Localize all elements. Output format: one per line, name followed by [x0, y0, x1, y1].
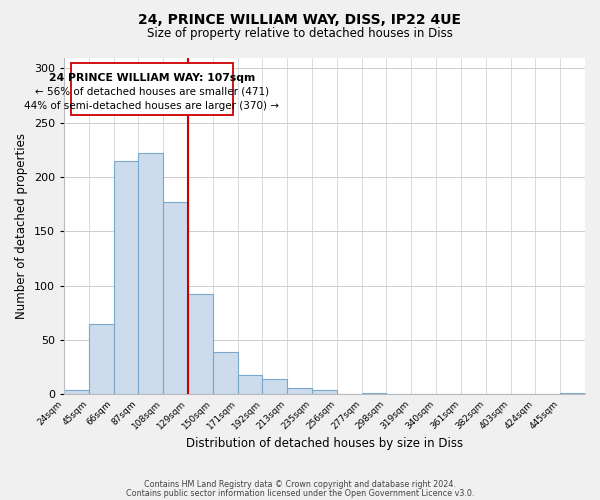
Text: ← 56% of detached houses are smaller (471): ← 56% of detached houses are smaller (47…	[35, 87, 269, 97]
Bar	[188, 294, 213, 394]
Y-axis label: Number of detached properties: Number of detached properties	[15, 133, 28, 319]
Bar	[213, 352, 238, 395]
FancyBboxPatch shape	[71, 63, 233, 115]
Bar	[262, 380, 287, 394]
Bar	[139, 153, 163, 394]
Bar	[238, 375, 262, 394]
Text: Contains HM Land Registry data © Crown copyright and database right 2024.: Contains HM Land Registry data © Crown c…	[144, 480, 456, 489]
Bar	[163, 202, 188, 394]
Bar	[312, 390, 337, 394]
Text: Size of property relative to detached houses in Diss: Size of property relative to detached ho…	[147, 28, 453, 40]
Bar	[64, 390, 89, 394]
Text: Contains public sector information licensed under the Open Government Licence v3: Contains public sector information licen…	[126, 488, 474, 498]
Text: 44% of semi-detached houses are larger (370) →: 44% of semi-detached houses are larger (…	[25, 101, 280, 111]
Bar	[113, 161, 139, 394]
Text: 24, PRINCE WILLIAM WAY, DISS, IP22 4UE: 24, PRINCE WILLIAM WAY, DISS, IP22 4UE	[139, 12, 461, 26]
Bar	[89, 324, 113, 394]
Bar	[287, 388, 312, 394]
Text: 24 PRINCE WILLIAM WAY: 107sqm: 24 PRINCE WILLIAM WAY: 107sqm	[49, 72, 255, 83]
X-axis label: Distribution of detached houses by size in Diss: Distribution of detached houses by size …	[186, 437, 463, 450]
